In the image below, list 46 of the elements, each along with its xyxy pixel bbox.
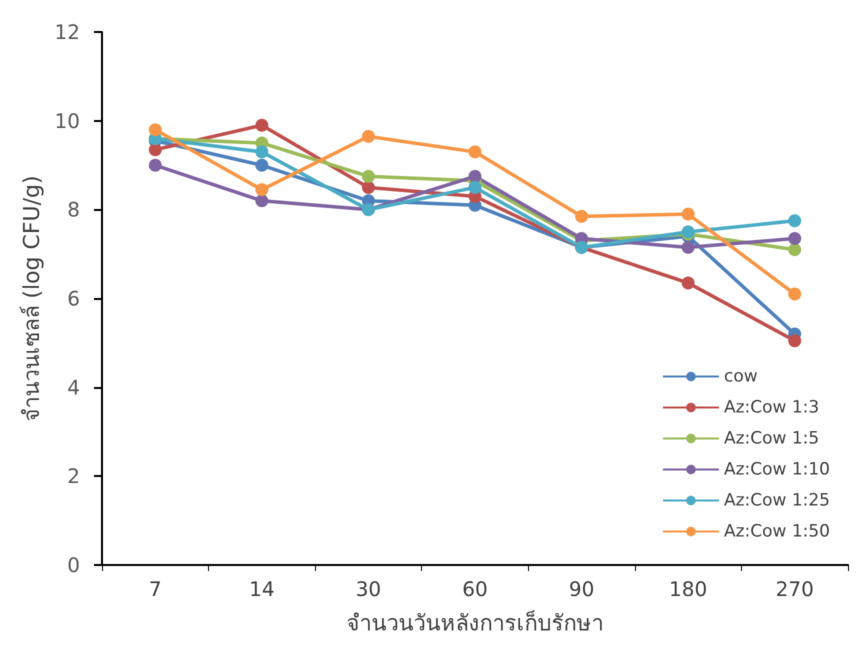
point xyxy=(148,123,162,136)
x-tick-label: 180 xyxy=(669,577,708,601)
point xyxy=(682,240,695,254)
point xyxy=(362,170,375,183)
legend-label: Az:Cow 1:25 xyxy=(724,490,830,510)
point xyxy=(788,232,802,246)
x-tick-label: 30 xyxy=(356,577,382,601)
point xyxy=(468,170,482,183)
point xyxy=(255,183,268,196)
legend-label: Az:Cow 1:3 xyxy=(724,398,820,418)
x-axis-title: จำนวนวันหลังการเก็บรักษา xyxy=(346,608,604,636)
x-tick-label: 90 xyxy=(568,577,594,601)
y-tick-label: 2 xyxy=(67,464,80,488)
point xyxy=(468,145,482,158)
x-tick-label: 60 xyxy=(462,577,488,601)
legend-label: Az:Cow 1:5 xyxy=(724,428,820,448)
y-tick-label: 8 xyxy=(67,198,80,222)
point xyxy=(682,208,695,221)
y-tick-label: 0 xyxy=(67,553,80,577)
x-tick-label: 7 xyxy=(148,577,162,601)
y-tick-label: 4 xyxy=(67,375,80,400)
point xyxy=(362,130,375,143)
legend-label: Az:Cow 1:50 xyxy=(724,522,830,542)
point xyxy=(468,180,482,194)
point xyxy=(788,334,802,348)
point xyxy=(255,145,268,158)
y-tick-label: 10 xyxy=(54,108,80,133)
point xyxy=(255,194,268,208)
point xyxy=(682,225,695,238)
point xyxy=(788,214,802,228)
point xyxy=(575,210,588,223)
point xyxy=(788,243,802,256)
point xyxy=(148,158,162,172)
x-tick-label: 270 xyxy=(776,577,814,601)
point xyxy=(788,288,802,301)
point xyxy=(255,158,268,172)
point xyxy=(148,143,162,156)
y-tick-label: 12 xyxy=(54,20,80,44)
point xyxy=(255,118,268,132)
point xyxy=(682,276,695,290)
point xyxy=(362,180,375,194)
y-axis-title: จำนวนเซลล์ (log CFU/g) xyxy=(20,175,46,422)
legend-label: cow xyxy=(724,366,758,386)
x-tick-label: 14 xyxy=(249,577,275,601)
legend-label: Az:Cow 1:10 xyxy=(724,460,830,480)
y-tick-label: 6 xyxy=(67,286,80,310)
